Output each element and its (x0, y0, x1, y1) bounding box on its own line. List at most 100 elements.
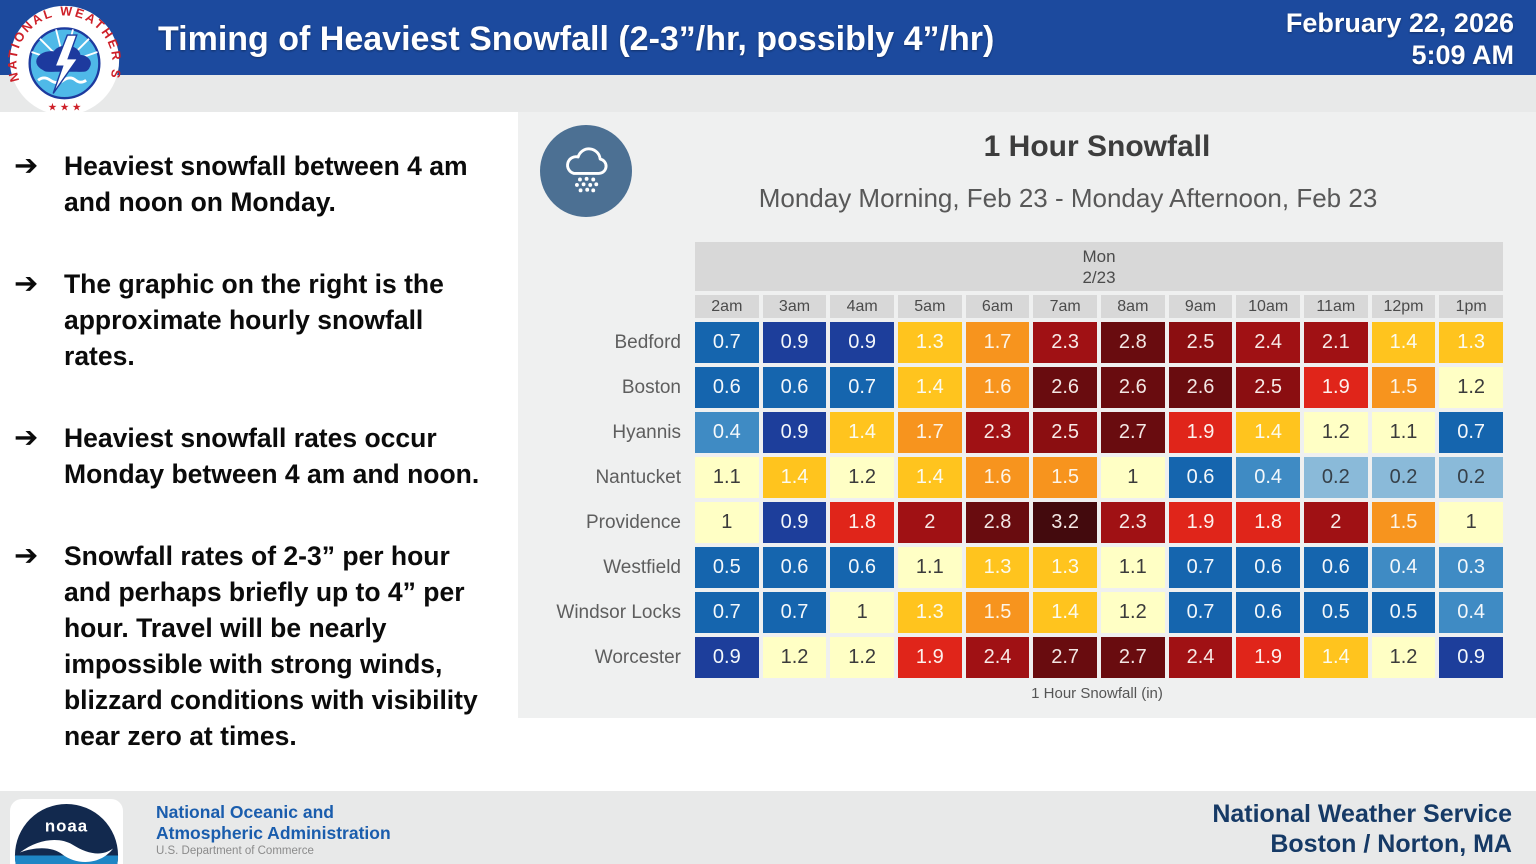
hour-header-8am: 8am (1101, 295, 1165, 318)
heatmap-cell: 2.3 (1033, 322, 1097, 363)
header-time: 5:09 AM (1411, 40, 1514, 70)
bullet-text: Heaviest snowfall between 4 am and noon … (64, 151, 468, 217)
hour-header-6am: 6am (965, 295, 1030, 318)
office-line2: Boston / Norton, MA (1270, 830, 1512, 858)
heatmap-cell: 1.5 (1371, 502, 1436, 543)
heatmap-cell: 1.9 (1304, 367, 1368, 408)
noaa-logo-icon: noaa (10, 799, 123, 864)
heatmap-cell: 1.2 (1371, 637, 1436, 678)
heatmap-cell: 1.4 (830, 412, 894, 453)
snowfall-panel: 1 Hour Snowfall Monday Morning, Feb 23 -… (518, 112, 1536, 718)
bullet-item: ➔ Heaviest snowfall between 4 am and noo… (14, 148, 518, 220)
row-label-hyannis: Hyannis (612, 421, 681, 443)
hour-header-7am: 7am (1033, 295, 1097, 318)
heatmap-cell: 0.6 (762, 547, 827, 588)
heatmap-cell: 0.4 (695, 412, 759, 453)
heatmap-cell: 0.2 (1304, 457, 1368, 498)
heatmap-cell: 1.1 (1101, 547, 1165, 588)
heatmap-cell: 1.9 (898, 637, 962, 678)
heatmap-cell: 0.6 (830, 547, 894, 588)
page-title: Timing of Heaviest Snowfall (2-3”/hr, po… (158, 20, 995, 58)
agency-line2: Atmospheric Administration (156, 823, 391, 843)
svg-text:★ ★ ★: ★ ★ ★ (48, 102, 82, 113)
heatmap-cell: 0.6 (695, 367, 759, 408)
heatmap-cell: 0.4 (1371, 547, 1436, 588)
heatmap-cell: 2.7 (1101, 637, 1165, 678)
heatmap-cell: 0.7 (1168, 547, 1233, 588)
heatmap-cell: 2.4 (1236, 322, 1300, 363)
heatmap-cell: 2.3 (1101, 502, 1165, 543)
heatmap-cell: 0.7 (695, 322, 759, 363)
snowfall-heatmap: Mon 2/23 2am 3am 4am 5am 6am 7am 8am 9am 10am 11a… (518, 242, 1503, 678)
arrow-bullet-icon: ➔ (14, 422, 39, 454)
arrow-bullet-icon: ➔ (14, 268, 39, 300)
heatmap-cell: 0.6 (1236, 592, 1300, 633)
bullet-text: Heaviest snowfall rates occur Monday bet… (64, 423, 480, 489)
heatmap-cell: 0.9 (830, 322, 894, 363)
svg-text:noaa: noaa (45, 817, 88, 836)
heatmap-cell: 1.3 (1439, 322, 1503, 363)
heatmap-cell: 2.3 (965, 412, 1030, 453)
header-date: February 22, 2026 (1285, 8, 1514, 38)
heatmap-cell: 1.4 (762, 457, 827, 498)
grid-label-spacer (518, 295, 691, 318)
day-header-name: Mon (1082, 246, 1116, 266)
heatmap-cell: 0.7 (1168, 592, 1233, 633)
heatmap-cell: 0.5 (1371, 592, 1436, 633)
heatmap-cell: 1.3 (1033, 547, 1097, 588)
heatmap-cell: 1.1 (898, 547, 962, 588)
heatmap-cell: 0.7 (762, 592, 827, 633)
hour-header-10am: 10am (1236, 295, 1300, 318)
hour-header-4am: 4am (830, 295, 894, 318)
day-header-date: 2/23 (1082, 267, 1116, 287)
heatmap-cell: 1 (1439, 502, 1503, 543)
header-bar: Timing of Heaviest Snowfall (2-3”/hr, po… (0, 0, 1536, 75)
heatmap-cell: 2.6 (1033, 367, 1097, 408)
hour-header-12pm: 12pm (1371, 295, 1436, 318)
bullet-item: ➔ Heaviest snowfall rates occur Monday b… (14, 420, 518, 492)
heatmap-cell: 1.9 (1168, 502, 1233, 543)
heatmap-cell: 0.5 (695, 547, 759, 588)
heatmap-cell: 2.4 (965, 637, 1030, 678)
heatmap-cell: 0.6 (1236, 547, 1300, 588)
heatmap-cell: 0.9 (762, 502, 827, 543)
heatmap-cell: 1.5 (1033, 457, 1097, 498)
heatmap-cell: 1.2 (1101, 592, 1165, 633)
hour-header-3am: 3am (762, 295, 827, 318)
department-name: U.S. Department of Commerce (156, 845, 314, 857)
heatmap-cell: 2.8 (1101, 322, 1165, 363)
bullet-item: ➔ Snowfall rates of 2-3” per hour and pe… (14, 538, 518, 754)
heatmap-cell: 0.7 (830, 367, 894, 408)
arrow-bullet-icon: ➔ (14, 540, 39, 572)
heatmap-cell: 1.2 (1304, 412, 1368, 453)
heatmap-cell: 0.3 (1439, 547, 1503, 588)
row-label-windsor-locks: Windsor Locks (556, 601, 681, 623)
heatmap-cell: 1.3 (965, 547, 1030, 588)
heatmap-cell: 1.1 (1371, 412, 1436, 453)
heatmap-cell: 1.4 (898, 457, 962, 498)
heatmap-cell: 1 (1101, 457, 1165, 498)
heatmap-cell: 0.6 (1168, 457, 1233, 498)
heatmap-cell: 0.4 (1439, 592, 1503, 633)
heatmap-cell: 1.2 (762, 637, 827, 678)
heatmap-cell: 0.6 (762, 367, 827, 408)
hour-header-2am: 2am (695, 295, 759, 318)
heatmap-cell: 1.6 (965, 367, 1030, 408)
heatmap-cell: 2 (898, 502, 962, 543)
heatmap-cell: 0.9 (762, 412, 827, 453)
heatmap-cell: 1.9 (1168, 412, 1233, 453)
heatmap-cell: 0.9 (695, 637, 759, 678)
heatmap-cell: 2.7 (1033, 637, 1097, 678)
heatmap-cell: 0.2 (1439, 457, 1503, 498)
bullet-text: The graphic on the right is the approxim… (64, 269, 444, 371)
heatmap-cell: 2.4 (1168, 637, 1233, 678)
heatmap-cell: 1.4 (1371, 322, 1436, 363)
heatmap-cell: 0.7 (1439, 412, 1503, 453)
heatmap-cell: 1.3 (898, 322, 962, 363)
grid-corner-spacer (518, 242, 691, 291)
hour-header-5am: 5am (898, 295, 962, 318)
heatmap-cell: 1.5 (965, 592, 1030, 633)
row-label-providence: Providence (585, 511, 681, 533)
heatmap-cell: 1.2 (830, 457, 894, 498)
